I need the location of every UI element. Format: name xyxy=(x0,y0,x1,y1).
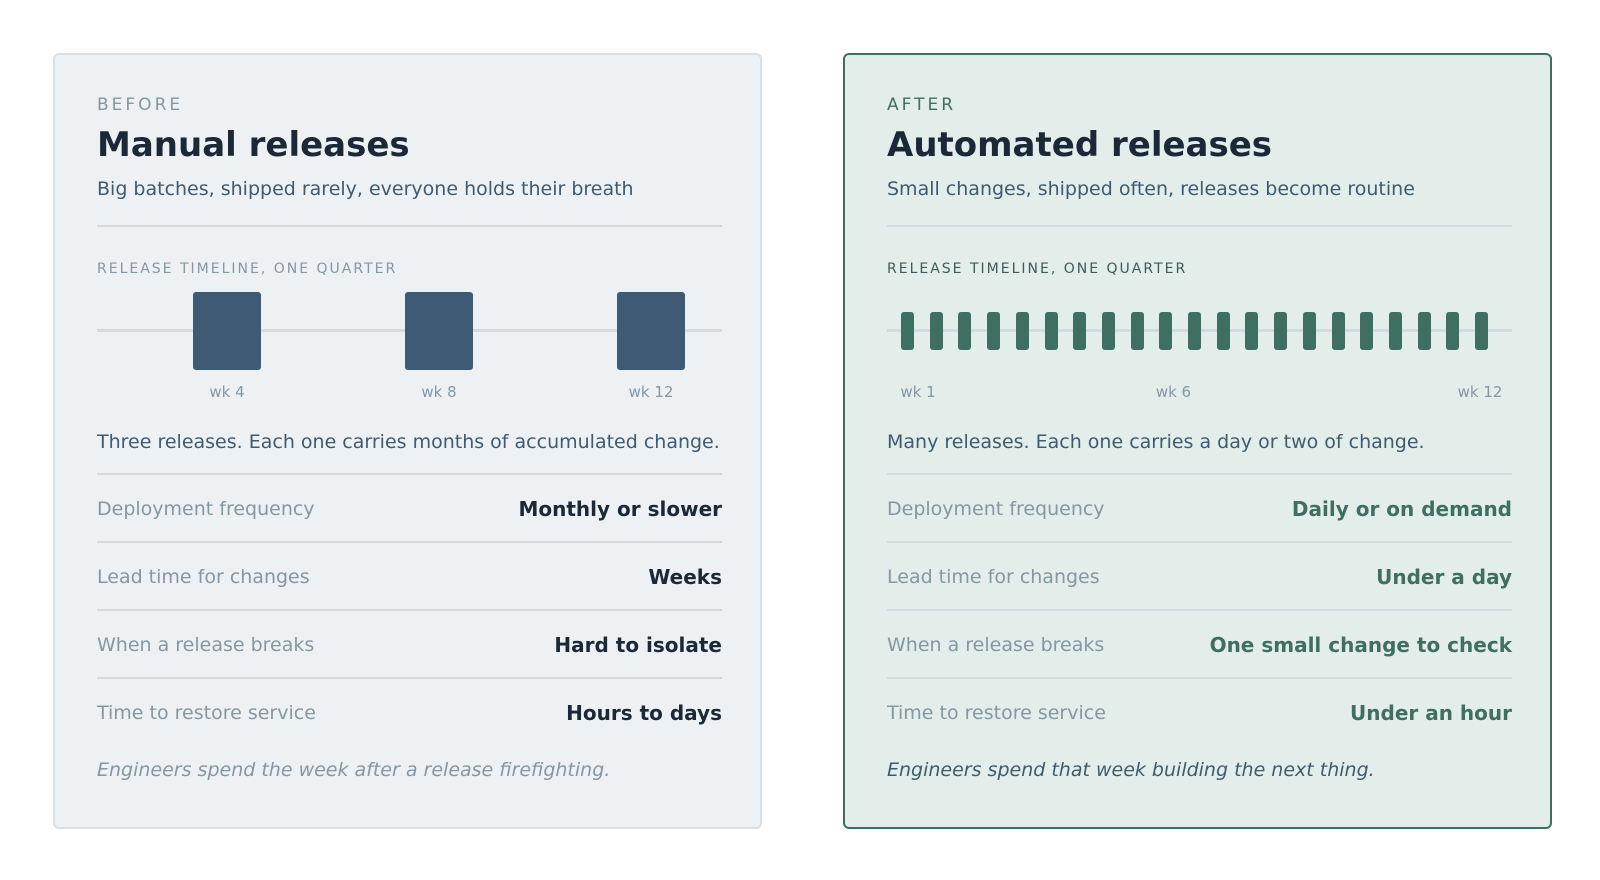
timeline-tick-label: wk 4 xyxy=(209,383,245,401)
release-block xyxy=(1302,312,1316,350)
release-block xyxy=(929,312,943,350)
release-block xyxy=(617,292,685,370)
release-block xyxy=(193,292,261,370)
metric-value: Monthly or slower xyxy=(518,497,722,521)
release-block xyxy=(1015,312,1029,350)
divider xyxy=(887,609,1512,611)
release-block xyxy=(1331,312,1345,350)
after-title: Automated releases xyxy=(887,125,1273,165)
divider xyxy=(887,541,1512,543)
metric-label: Time to restore service xyxy=(97,702,316,724)
release-block xyxy=(1417,312,1431,350)
release-block xyxy=(1388,312,1402,350)
release-block xyxy=(1475,312,1488,350)
after-timeline-label: RELEASE TIMELINE, ONE QUARTER xyxy=(887,261,1188,277)
metric-label: Deployment frequency xyxy=(97,498,315,520)
divider xyxy=(887,677,1512,679)
metric-label: When a release breaks xyxy=(97,634,315,656)
divider xyxy=(97,225,722,227)
release-block xyxy=(1130,312,1144,350)
metric-row: Deployment frequency Daily or on demand xyxy=(887,475,1512,543)
metric-row: Time to restore service Under an hour xyxy=(887,679,1512,747)
metric-label: Deployment frequency xyxy=(887,498,1105,520)
before-footer-note: Engineers spend the week after a release… xyxy=(97,759,611,781)
metric-row: Deployment frequency Monthly or slower xyxy=(97,475,722,543)
metric-value: Under a day xyxy=(1376,565,1512,589)
release-block xyxy=(1274,312,1288,350)
release-block xyxy=(405,292,473,370)
metric-row: Time to restore service Hours to days xyxy=(97,679,722,747)
metric-value: Hours to days xyxy=(566,701,722,725)
divider xyxy=(887,225,1512,227)
before-release-timeline: wk 4 wk 8 wk 12 xyxy=(97,285,722,405)
divider xyxy=(97,609,722,611)
after-caption: Many releases. Each one carries a day or… xyxy=(887,431,1425,453)
release-block xyxy=(1159,312,1173,350)
timeline-tick-label: wk 6 xyxy=(1155,383,1192,401)
release-block xyxy=(1360,312,1374,350)
metric-row: Lead time for changes Under a day xyxy=(887,543,1512,611)
metric-label: Time to restore service xyxy=(887,702,1106,724)
metric-value: Daily or on demand xyxy=(1291,497,1512,521)
release-block xyxy=(1073,312,1087,350)
before-title: Manual releases xyxy=(97,125,410,165)
release-block xyxy=(987,312,1001,350)
release-block xyxy=(1216,312,1230,350)
release-block xyxy=(1044,312,1058,350)
timeline-tick-label: wk 12 xyxy=(628,383,674,401)
before-caption: Three releases. Each one carries months … xyxy=(97,431,720,453)
metric-value: Weeks xyxy=(648,565,722,589)
release-block xyxy=(1188,312,1201,350)
before-eyebrow: BEFORE xyxy=(97,95,184,115)
after-card: AFTER Automated releases Small changes, … xyxy=(843,53,1552,829)
timeline-tick-label: wk 12 xyxy=(1457,383,1503,401)
divider xyxy=(97,677,722,679)
metric-label: Lead time for changes xyxy=(887,566,1100,588)
metric-row: When a release breaks Hard to isolate xyxy=(97,611,722,679)
release-block xyxy=(901,312,914,350)
metric-value: One small change to check xyxy=(1209,633,1512,657)
divider xyxy=(887,473,1512,475)
after-subtitle: Small changes, shipped often, releases b… xyxy=(887,178,1415,200)
before-timeline-label: RELEASE TIMELINE, ONE QUARTER xyxy=(97,261,398,277)
after-footer-note: Engineers spend that week building the n… xyxy=(887,759,1375,781)
timeline-tick-label: wk 1 xyxy=(900,383,936,401)
release-block xyxy=(958,312,972,350)
metric-value: Under an hour xyxy=(1350,701,1512,725)
timeline-tick-label: wk 8 xyxy=(421,383,457,401)
release-block xyxy=(1101,312,1115,350)
metric-label: When a release breaks xyxy=(887,634,1105,656)
metric-value: Hard to isolate xyxy=(554,633,722,657)
divider xyxy=(97,473,722,475)
metric-row: Lead time for changes Weeks xyxy=(97,543,722,611)
before-subtitle: Big batches, shipped rarely, everyone ho… xyxy=(97,178,634,200)
before-card: BEFORE Manual releases Big batches, ship… xyxy=(53,53,762,829)
metric-label: Lead time for changes xyxy=(97,566,310,588)
release-block xyxy=(1245,312,1259,350)
after-eyebrow: AFTER xyxy=(887,95,957,115)
after-release-timeline: wk 1 wk 6 wk 12 xyxy=(887,285,1512,405)
release-block xyxy=(1446,312,1460,350)
divider xyxy=(97,541,722,543)
metric-row: When a release breaks One small change t… xyxy=(887,611,1512,679)
